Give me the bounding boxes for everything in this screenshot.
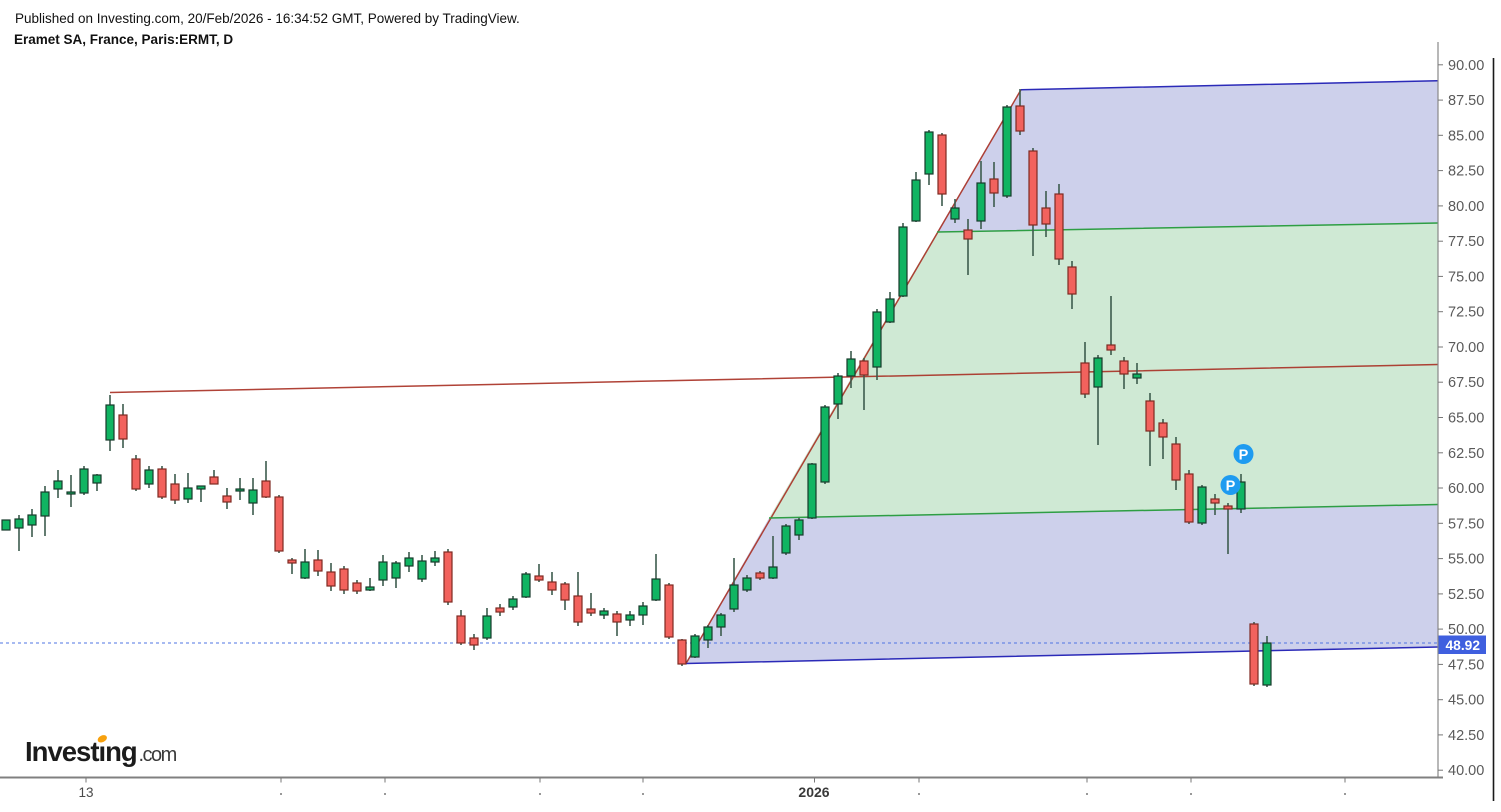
- svg-text:75.00: 75.00: [1448, 269, 1484, 285]
- svg-text:P: P: [1226, 479, 1236, 495]
- svg-text:.com: .com: [139, 744, 177, 766]
- svg-text:82.50: 82.50: [1448, 164, 1484, 180]
- svg-text:77.50: 77.50: [1448, 234, 1484, 250]
- svg-text:57.50: 57.50: [1448, 516, 1484, 532]
- svg-text:85.00: 85.00: [1448, 128, 1484, 144]
- svg-text:90.00: 90.00: [1448, 58, 1484, 74]
- svg-text:65.00: 65.00: [1448, 411, 1484, 427]
- svg-text:Published on Investing.com, 20: Published on Investing.com, 20/Feb/2026 …: [15, 11, 520, 26]
- svg-text:Eramet SA, France, Paris:ERMT,: Eramet SA, France, Paris:ERMT, D: [14, 32, 233, 47]
- svg-text:55.00: 55.00: [1448, 552, 1484, 568]
- svg-text:72.50: 72.50: [1448, 305, 1484, 321]
- svg-text:45.00: 45.00: [1448, 693, 1484, 709]
- svg-text:60.00: 60.00: [1448, 481, 1484, 497]
- svg-text:70.00: 70.00: [1448, 340, 1484, 356]
- svg-text:67.50: 67.50: [1448, 375, 1484, 391]
- svg-text:80.00: 80.00: [1448, 199, 1484, 215]
- svg-text:50.00: 50.00: [1448, 622, 1484, 638]
- svg-text:13: 13: [78, 785, 93, 800]
- svg-text:47.50: 47.50: [1448, 657, 1484, 673]
- svg-text:62.50: 62.50: [1448, 446, 1484, 462]
- svg-text:40.00: 40.00: [1448, 763, 1484, 779]
- svg-text:52.50: 52.50: [1448, 587, 1484, 603]
- svg-text:87.50: 87.50: [1448, 93, 1484, 109]
- svg-text:Investing: Investing: [25, 736, 137, 767]
- svg-text:42.50: 42.50: [1448, 728, 1484, 744]
- svg-text:48.92: 48.92: [1446, 638, 1481, 653]
- svg-text:2026: 2026: [798, 784, 829, 800]
- svg-text:P: P: [1239, 448, 1249, 464]
